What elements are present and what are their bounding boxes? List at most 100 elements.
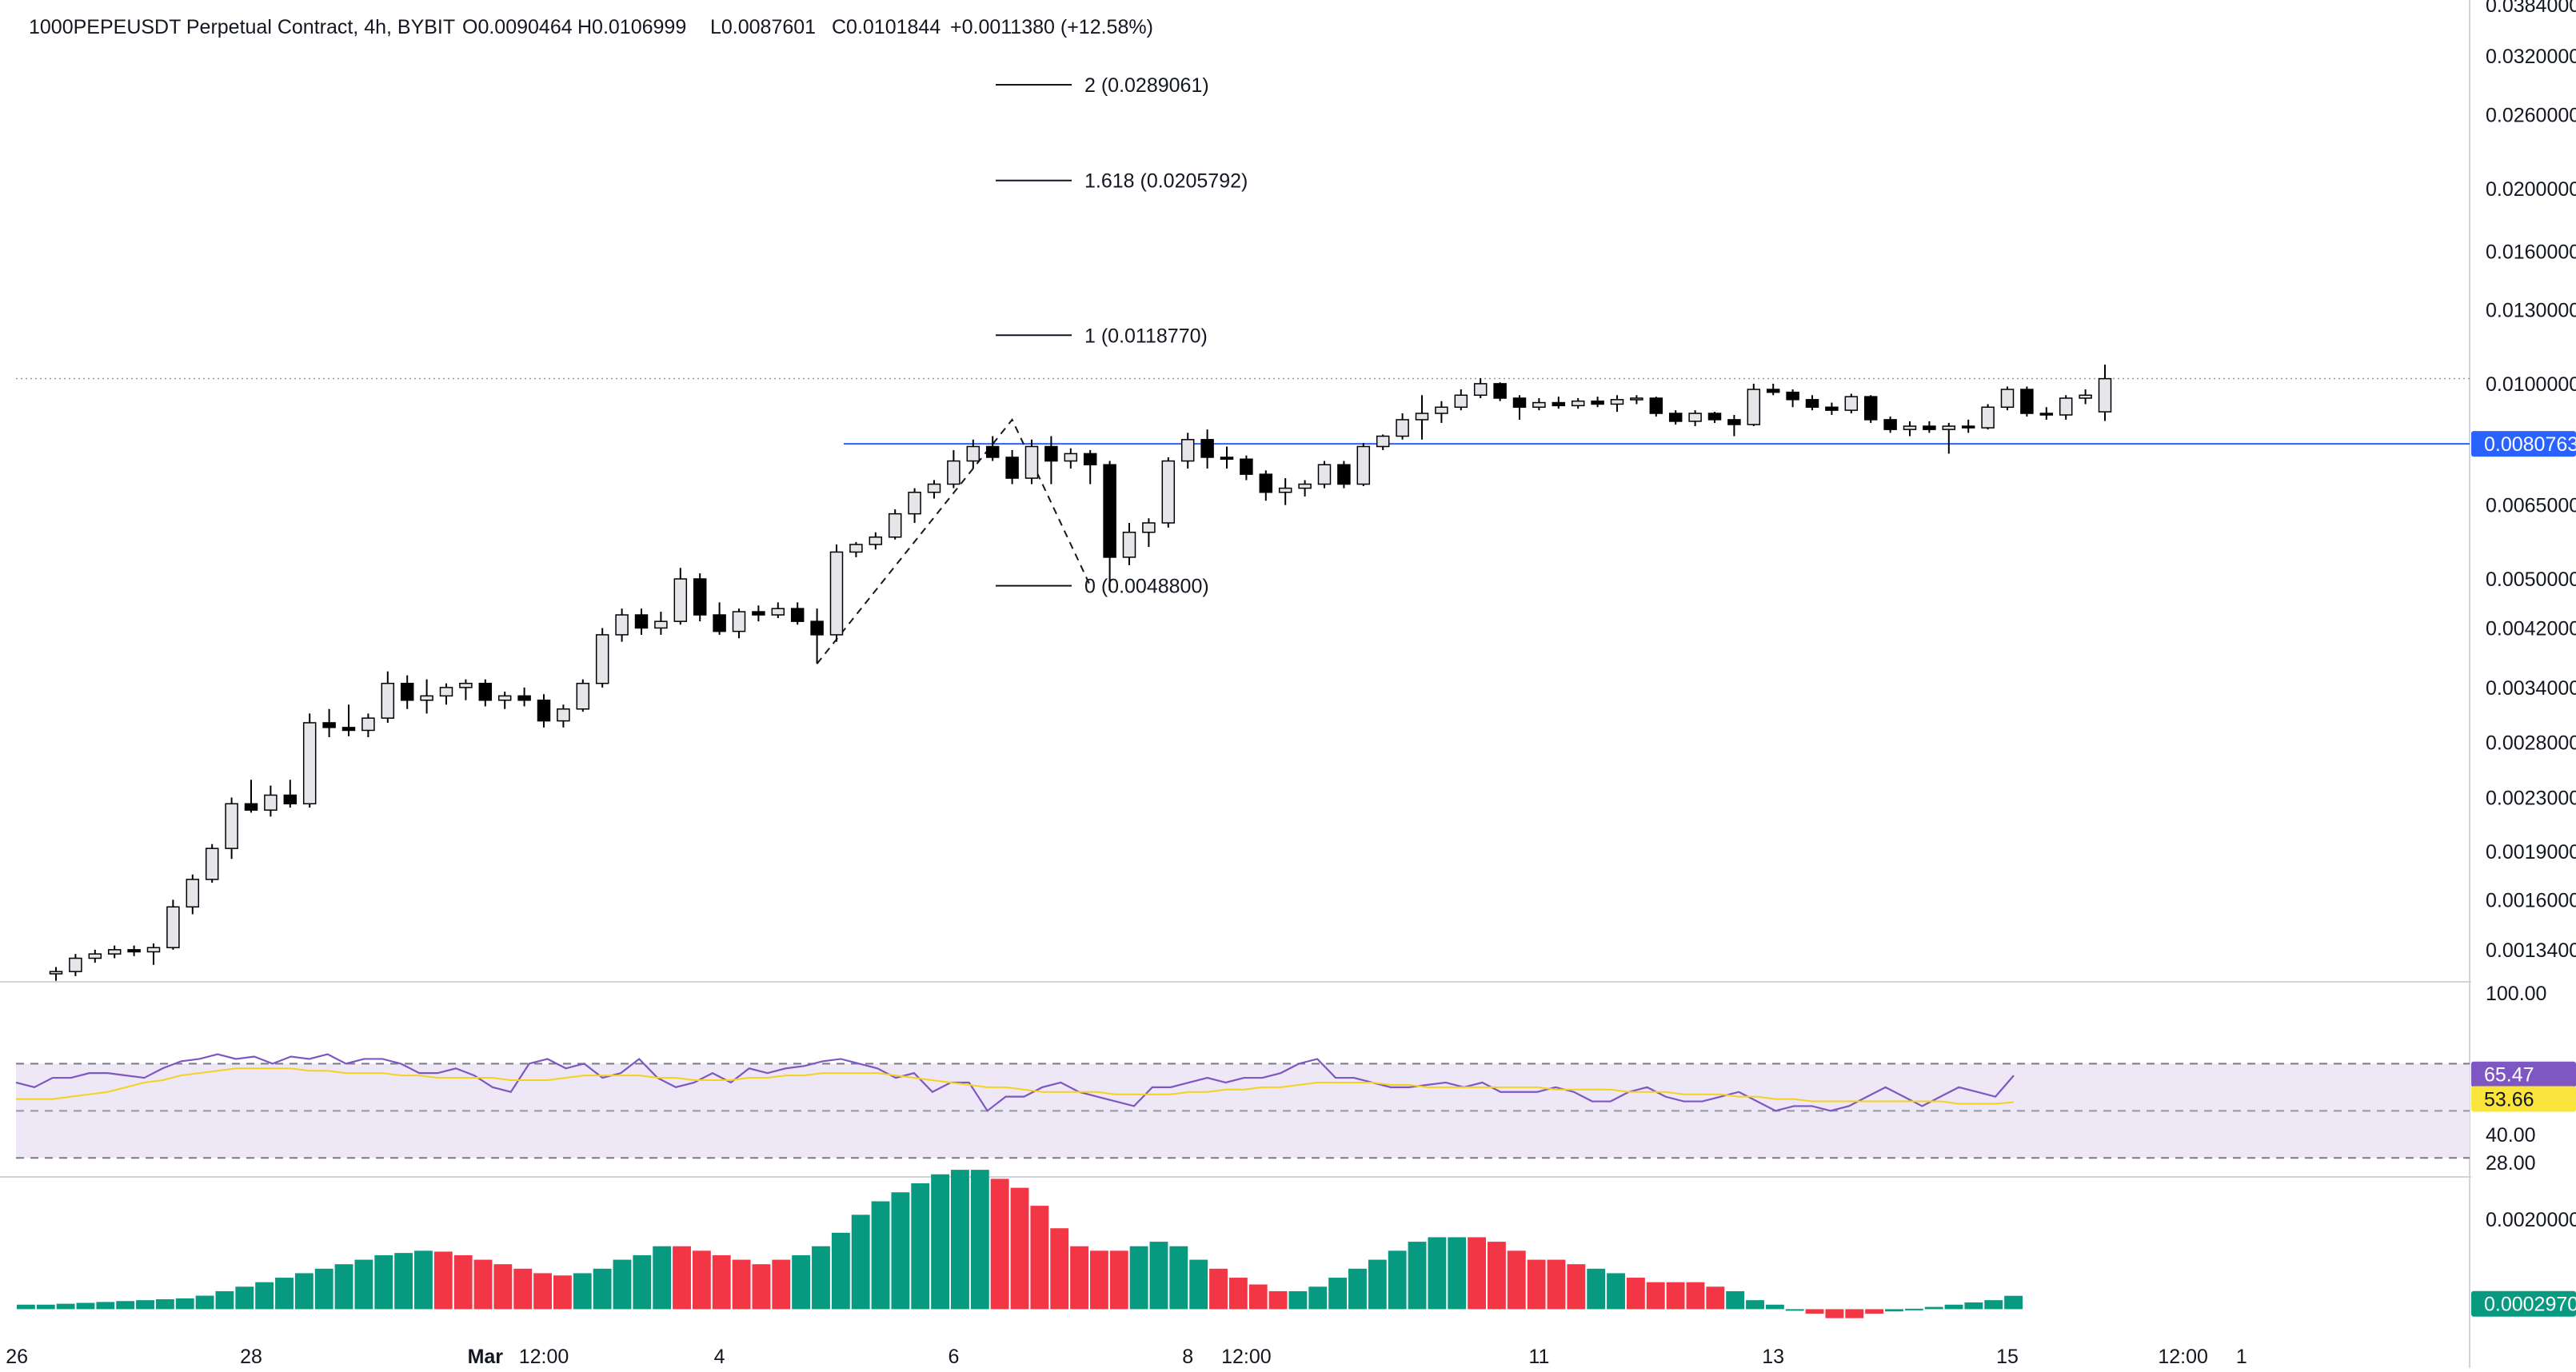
price-axis-ticks: 0.0384000 0.0320000 0.0260000 0.0200000 0.01…: [2486, 0, 2576, 962]
histogram-bar-negative: [1865, 1309, 1884, 1314]
histogram-bar-negative: [1050, 1228, 1069, 1310]
candle-down: [1005, 457, 1019, 479]
price-tick-label: 0.0320000: [2486, 46, 2576, 68]
time-tick-label: 12:00: [519, 1346, 569, 1368]
candle-up: [673, 578, 688, 622]
fib-level-label: 2 (0.0289061): [1084, 74, 1209, 97]
price-tick-label: 0.0016000: [2486, 889, 2576, 911]
histogram-bar-positive: [2004, 1295, 2023, 1310]
histogram-bar-negative: [1845, 1309, 1864, 1318]
candle-up: [771, 608, 785, 616]
fibonacci-extension[interactable]: 0 (0.0048800) 1 (0.0118770) 1.618 (0.02057…: [816, 74, 1248, 664]
time-tick-label: 1: [2236, 1346, 2247, 1368]
candle-up: [459, 682, 473, 688]
histogram-bar-positive: [1189, 1259, 1208, 1310]
histogram-bar-negative: [1010, 1187, 1029, 1310]
candle-down: [478, 682, 493, 701]
histogram-bar-positive: [1944, 1304, 1963, 1310]
histogram-bar-positive: [1726, 1290, 1745, 1310]
candle-up: [2059, 397, 2073, 416]
histogram-bar-positive: [1607, 1273, 1625, 1310]
candle-up: [1981, 406, 1995, 429]
candle-down: [693, 578, 707, 616]
histogram-bar-positive: [633, 1254, 652, 1310]
candle-up: [1317, 464, 1332, 485]
histogram-bar-positive: [1885, 1309, 1903, 1312]
candle-up: [146, 947, 161, 953]
price-tick-label: 0.0065000: [2486, 495, 2576, 517]
rsi-ma-line: [16, 1067, 2015, 1105]
price-tick-label: 0.0023000: [2486, 788, 2576, 810]
histogram-bar-negative: [692, 1250, 711, 1310]
price-tick-label: 0.0130000: [2486, 299, 2576, 321]
time-tick-label: 6: [948, 1346, 959, 1368]
histogram-bar-negative: [1070, 1246, 1088, 1310]
candle-up: [615, 614, 629, 636]
histogram-bar-negative: [1248, 1284, 1268, 1310]
histogram-bar-positive: [1129, 1246, 1148, 1310]
histogram-bar-positive: [1368, 1259, 1387, 1310]
time-tick-label: 12:00: [1221, 1346, 1272, 1368]
histogram-bar-positive: [593, 1268, 612, 1310]
candle-down: [1668, 413, 1683, 422]
candle-up: [186, 879, 200, 908]
candle-up: [381, 682, 395, 719]
histogram-bar-positive: [851, 1214, 870, 1310]
rsi-line: [15, 1053, 2015, 1112]
histogram-bar-positive: [294, 1273, 314, 1310]
histogram-bar-negative: [1468, 1237, 1487, 1310]
candle-up: [576, 682, 590, 710]
histogram-bar-positive: [1924, 1306, 1943, 1310]
time-tick-label: 26: [6, 1346, 28, 1368]
rsi-value-badge: 65.47: [2484, 1064, 2534, 1087]
histogram-bar-positive: [235, 1286, 254, 1310]
candle-down: [634, 614, 649, 629]
legend-high: H0.0106999: [577, 16, 686, 38]
histogram-bar-positive: [891, 1192, 910, 1310]
histogram-bar-positive: [1288, 1290, 1308, 1310]
histogram-bar-positive: [1328, 1278, 1348, 1310]
candle-up: [166, 906, 180, 948]
candle-down: [713, 614, 726, 632]
candle-up: [1180, 439, 1195, 462]
histogram-bar-positive: [573, 1273, 592, 1310]
candle-up: [420, 695, 433, 701]
histogram-bar-positive: [792, 1254, 811, 1310]
histogram-bar-positive: [155, 1299, 174, 1310]
candle-up: [732, 611, 746, 632]
fib-level-label: 1.618 (0.0205792): [1084, 170, 1248, 193]
histogram-bar-positive: [275, 1278, 294, 1310]
rsi-lines: [15, 1053, 2015, 1112]
candle-up: [595, 634, 609, 684]
candle-up: [1356, 445, 1371, 485]
candle-up: [1473, 383, 1488, 397]
candle-up: [1278, 487, 1292, 493]
histogram-bar-negative: [1706, 1286, 1725, 1310]
candle-up: [1396, 419, 1409, 437]
legend-open: O0.0090464: [462, 16, 573, 38]
legend-symbol[interactable]: 1000PEPEUSDT Perpetual Contract, 4h, BYB…: [29, 16, 455, 38]
candle-down: [1727, 419, 1741, 425]
time-tick-label: 13: [1762, 1346, 1784, 1368]
histogram-bar-positive: [1964, 1302, 1983, 1310]
histogram-bar-negative: [433, 1251, 453, 1310]
time-tick-label: 11: [1528, 1346, 1549, 1368]
histogram-bar-positive: [1428, 1237, 1447, 1310]
histogram-bar-negative: [1228, 1278, 1248, 1310]
candle-up: [1630, 397, 1643, 401]
price-tick-label: 0.0019000: [2486, 841, 2576, 863]
candle-down: [1337, 464, 1351, 485]
candle-down: [1044, 445, 1058, 462]
histogram-bar-negative: [473, 1259, 493, 1310]
histogram-bar-negative: [1805, 1309, 1824, 1314]
price-tick-label: 0.0042000: [2486, 617, 2576, 640]
histogram-bar-negative: [1030, 1206, 1049, 1310]
candle-down: [1200, 439, 1214, 458]
candle-down: [1825, 406, 1839, 411]
histogram-bar-positive: [136, 1300, 154, 1310]
histogram-bar-positive: [1765, 1304, 1784, 1310]
candle-up: [88, 953, 102, 959]
histogram-bar-positive: [911, 1183, 930, 1310]
